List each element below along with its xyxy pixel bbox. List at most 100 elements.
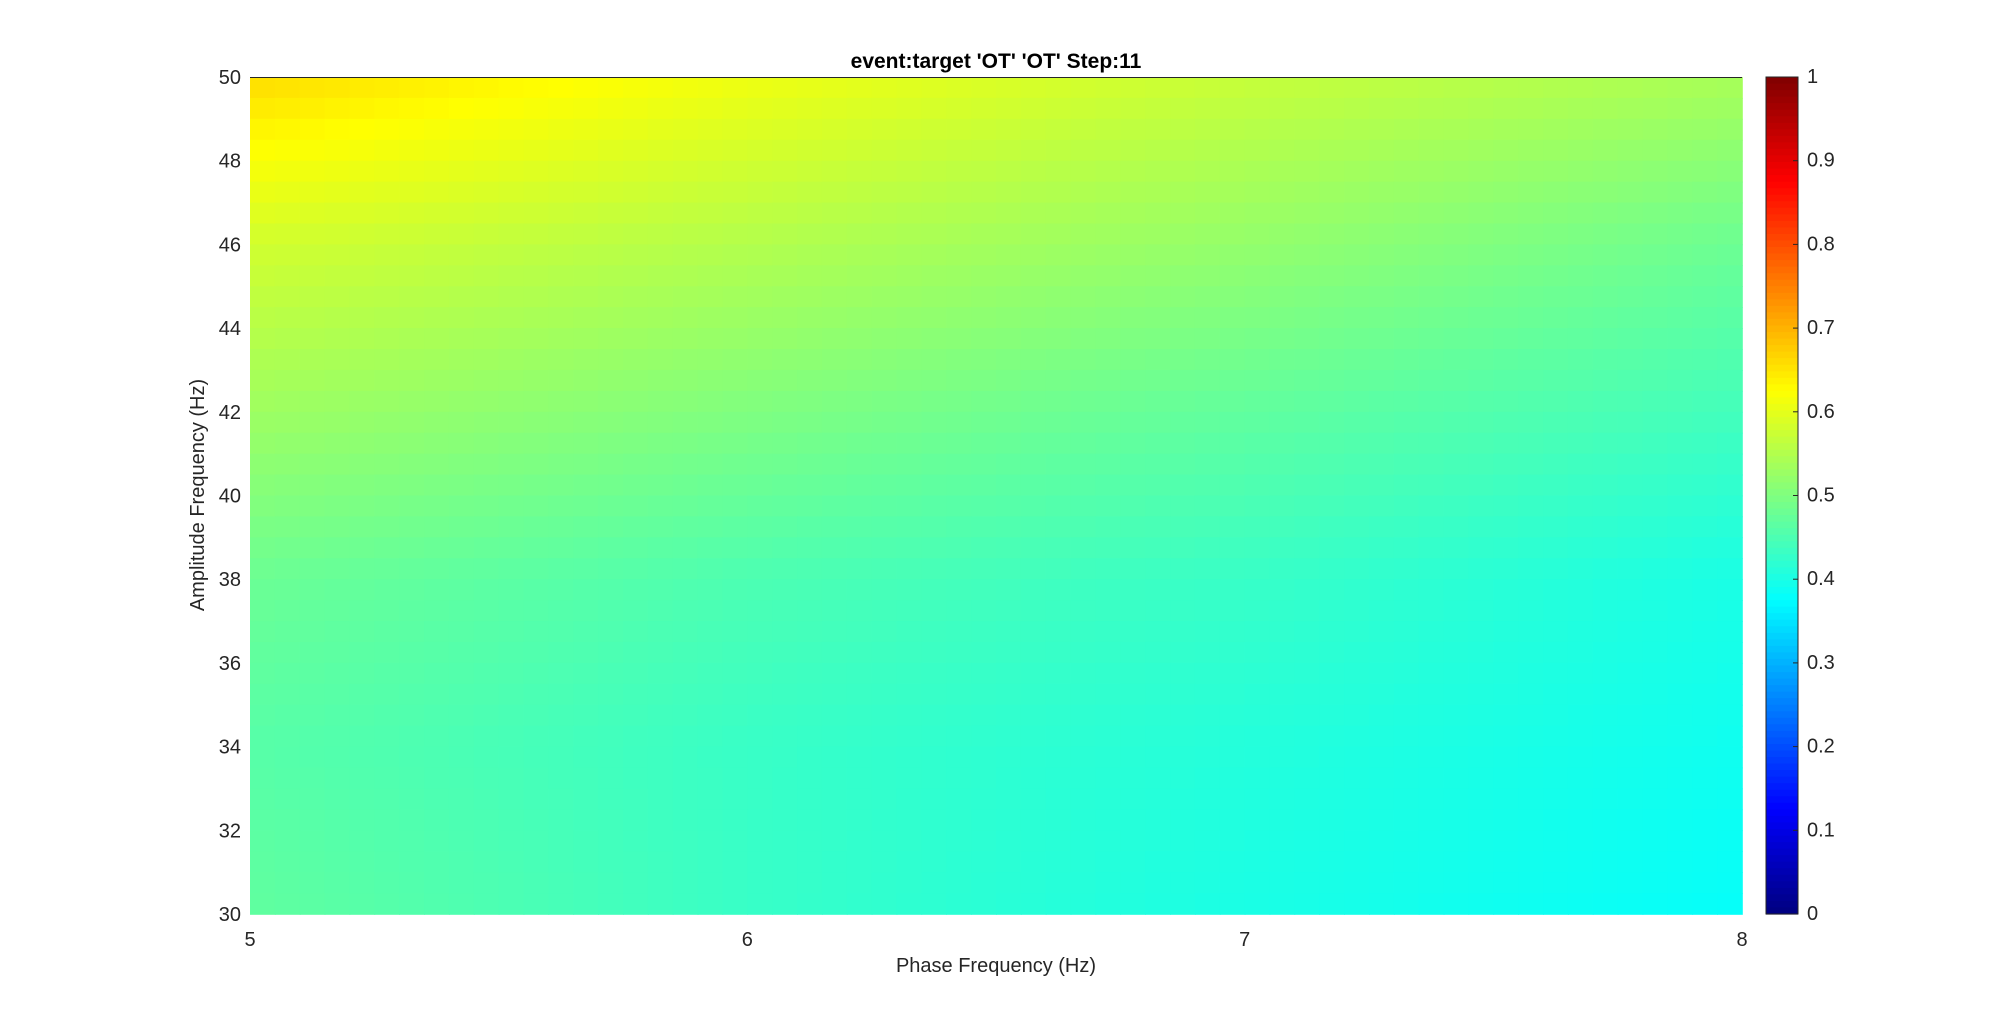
colorbar-segment xyxy=(1766,410,1798,418)
colorbar-segment xyxy=(1766,796,1798,804)
heatmap-cell xyxy=(1369,621,1395,643)
heatmap-cell xyxy=(1592,600,1619,622)
heatmap-cell xyxy=(1244,683,1271,706)
heatmap-cell xyxy=(921,411,948,434)
heatmap-cell xyxy=(1120,893,1146,915)
colorbar-segment xyxy=(1766,580,1798,588)
heatmap-cell xyxy=(1518,223,1544,246)
heatmap-cell xyxy=(274,893,301,915)
heatmap-cell xyxy=(1045,746,1072,769)
colorbar-segment xyxy=(1766,345,1798,353)
colorbar-segment xyxy=(1766,770,1798,778)
heatmap-cell xyxy=(1095,411,1122,434)
heatmap-cell xyxy=(1443,160,1470,183)
heatmap-cell xyxy=(1592,641,1619,664)
heatmap-cell xyxy=(1319,872,1345,894)
heatmap-cell xyxy=(274,600,301,622)
heatmap-cell xyxy=(971,621,997,643)
heatmap-cell xyxy=(672,474,699,497)
heatmap-cell xyxy=(448,453,475,476)
heatmap-cell xyxy=(573,307,599,329)
heatmap-cell xyxy=(399,411,425,434)
heatmap-cell xyxy=(1020,725,1047,748)
colorbar-tick-label: 0.8 xyxy=(1807,233,1835,255)
heatmap-cell xyxy=(598,558,624,581)
heatmap-cell xyxy=(871,453,898,476)
heatmap-cell xyxy=(623,307,649,329)
heatmap-cell xyxy=(1145,328,1171,350)
heatmap-cell xyxy=(324,349,351,371)
heatmap-cell xyxy=(996,286,1022,308)
heatmap-cell xyxy=(548,453,575,476)
heatmap-cell xyxy=(1170,537,1196,560)
heatmap-cell xyxy=(1468,725,1495,748)
heatmap-cell xyxy=(996,453,1022,476)
heatmap-cell xyxy=(846,307,873,329)
heatmap-cell xyxy=(1120,139,1146,162)
heatmap-cell xyxy=(896,160,923,183)
heatmap-cell xyxy=(871,621,898,643)
heatmap-cell xyxy=(921,662,948,685)
heatmap-cell xyxy=(1518,369,1544,392)
heatmap-cell xyxy=(274,579,301,601)
chart-title: event:target 'OT' 'OT' Step:11 xyxy=(851,50,1142,73)
heatmap-cell xyxy=(1170,411,1196,434)
heatmap-cell xyxy=(1518,662,1544,685)
heatmap-cell xyxy=(1468,97,1495,120)
heatmap-cell xyxy=(797,474,823,497)
heatmap-cell xyxy=(324,767,351,790)
heatmap-cell xyxy=(1294,516,1321,539)
heatmap-cell xyxy=(1642,411,1669,434)
heatmap-cell xyxy=(1070,265,1097,288)
heatmap-cell xyxy=(1393,474,1420,497)
heatmap-cell xyxy=(1020,558,1047,581)
colorbar-segment xyxy=(1766,554,1798,562)
heatmap-cell xyxy=(1294,97,1321,120)
heatmap-cell xyxy=(399,558,425,581)
heatmap-cell xyxy=(1120,725,1146,748)
heatmap-cell xyxy=(498,411,525,434)
heatmap-cell xyxy=(871,704,898,727)
heatmap-cell xyxy=(1567,286,1594,308)
heatmap-cell xyxy=(1393,537,1420,560)
heatmap-cell xyxy=(399,118,425,141)
heatmap-cell xyxy=(1393,223,1420,246)
heatmap-cell xyxy=(672,390,699,413)
heatmap-cell xyxy=(274,683,301,706)
heatmap-cell xyxy=(523,893,550,915)
heatmap-cell xyxy=(747,641,773,664)
heatmap-cell xyxy=(598,851,624,873)
heatmap-cell xyxy=(623,893,649,915)
heatmap-cell xyxy=(647,495,674,518)
heatmap-cell xyxy=(747,621,773,643)
heatmap-cell xyxy=(1120,621,1146,643)
heatmap-cell xyxy=(1617,830,1644,853)
heatmap-cell xyxy=(1567,579,1594,601)
heatmap-cell xyxy=(996,328,1022,350)
heatmap-cell xyxy=(1443,349,1470,371)
heatmap-cell xyxy=(1567,746,1594,769)
heatmap-cell xyxy=(299,77,326,99)
colorbar-segment xyxy=(1766,626,1798,634)
heatmap-cell xyxy=(921,265,948,288)
heatmap-cell xyxy=(697,411,724,434)
heatmap-cell xyxy=(846,558,873,581)
heatmap-cell xyxy=(473,725,500,748)
heatmap-cell xyxy=(821,579,848,601)
heatmap-cell xyxy=(1170,495,1196,518)
heatmap-cell xyxy=(274,662,301,685)
heatmap-cell xyxy=(772,286,798,308)
colorbar-segment xyxy=(1766,312,1798,320)
heatmap-cell xyxy=(299,579,326,601)
heatmap-cell xyxy=(324,328,351,350)
heatmap-cell xyxy=(797,579,823,601)
heatmap-cell xyxy=(1244,244,1271,267)
colorbar-segment xyxy=(1766,587,1798,595)
heatmap-cell xyxy=(797,600,823,622)
heatmap-cell xyxy=(871,307,898,329)
heatmap-cell xyxy=(672,244,699,267)
heatmap-cell xyxy=(1592,390,1619,413)
x-tick-label: 8 xyxy=(1736,929,1747,951)
heatmap-cell xyxy=(697,788,724,811)
heatmap-cell xyxy=(1319,893,1345,915)
